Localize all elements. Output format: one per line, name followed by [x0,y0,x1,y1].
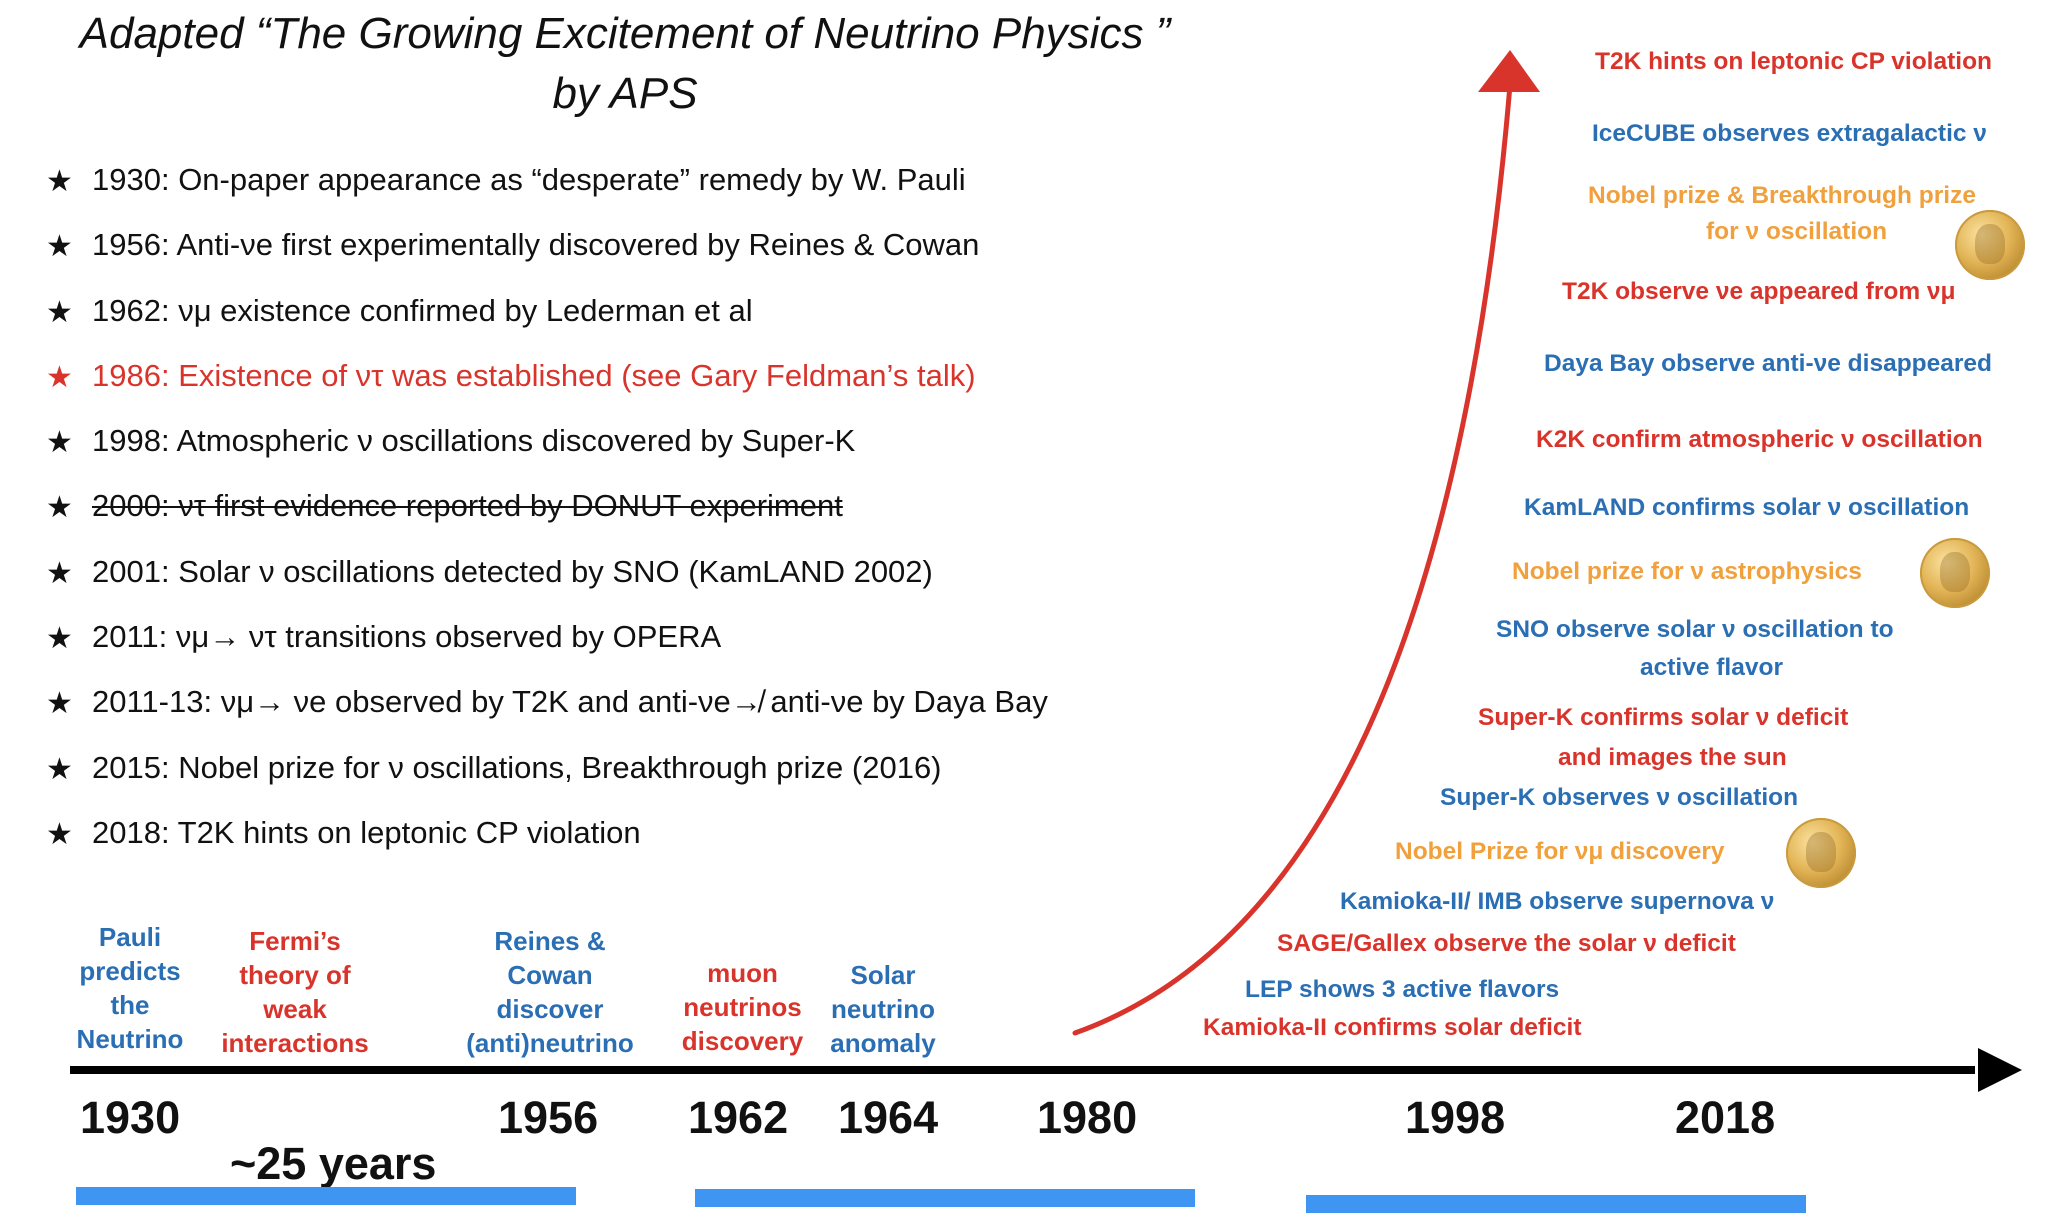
milestone-item: ★ 1962: νμ existence confirmed by Lederma… [46,291,1186,356]
milestone-text: 2011-13: νμ→ νe observed by T2K and anti… [92,684,1048,720]
milestone-text: 1956: Anti-νe first experimentally disco… [92,227,980,263]
star-icon: ★ [46,360,73,394]
milestone-item: ★ 1998: Atmospheric ν oscillations discov… [46,421,1186,486]
event-superk-solar-2: and images the sun [1558,744,1787,771]
period-bar [1306,1195,1806,1213]
event-pauli-predicts: Pauli predicts the Neutrino [76,922,184,1054]
axis-arrow-icon [1978,1048,2022,1092]
event-sage-gallex: SAGE/Gallex observe the solar ν deficit [1277,930,1736,957]
milestone-item: ★ 1930: On-paper appearance as “desperate… [46,160,1186,225]
event-kamland: KamLAND confirms solar ν oscillation [1524,494,1970,521]
event-k2k: K2K confirm atmospheric ν oscillation [1536,426,1983,453]
year-label: 2018 [1675,1092,1776,1143]
milestone-item: ★ 2015: Nobel prize for ν oscillations, B… [46,748,1186,813]
year-label: 1930 [80,1092,181,1143]
event-nobel-breakthrough: Nobel prize & Breakthrough prize [1588,182,1976,209]
milestone-text: 1986: Existence of ντ was established (s… [92,357,976,393]
nobel-medal-icon [1786,818,1856,888]
milestone-list: ★ 1930: On-paper appearance as “desperate… [46,160,1186,878]
year-label: 1962 [688,1092,789,1143]
event-superk-solar: Super-K confirms solar ν deficit [1478,704,1849,731]
star-icon: ★ [46,556,73,590]
milestone-item: ★ 2001: Solar ν oscillations detected by … [46,552,1186,617]
milestone-item: ★ 2018: T2K hints on leptonic CP violatio… [46,813,1186,878]
year-label: 1980 [1037,1092,1138,1143]
event-fermi-theory: Fermi’s theory of weak interactions [221,926,369,1058]
milestone-text: 1998: Atmospheric ν oscillations discove… [92,423,856,459]
event-nobel-muon: Nobel Prize for νμ discovery [1395,838,1725,865]
period-bar [76,1187,576,1205]
milestone-item: ★ 2011-13: νμ→ νe observed by T2K and ant… [46,682,1186,747]
event-sno-2: active flavor [1640,654,1783,681]
star-icon: ★ [46,817,73,851]
star-icon: ★ [46,426,73,460]
milestone-text: 1930: On-paper appearance as “desperate”… [92,162,966,197]
star-icon: ★ [46,295,73,329]
growth-curve [1072,82,1513,1036]
star-icon: ★ [46,491,73,525]
event-t2k-cp: T2K hints on leptonic CP violation [1595,48,1993,75]
milestone-item: ★ 1956: Anti-νe first experimentally disc… [46,225,1186,290]
growth-arrow-icon [1478,50,1540,92]
milestone-text: 2001: Solar ν oscillations detected by S… [92,553,933,589]
event-muon-neutrino: muon neutrinos discovery [681,958,804,1056]
page-title: Adapted “The Growing Excitement of Neutr… [0,4,1250,124]
period-bar [695,1189,1195,1207]
star-icon: ★ [46,622,73,656]
nobel-medal-icon [1955,210,2025,280]
event-icecube: IceCUBE observes extragalactic ν [1592,120,1987,147]
event-reines-cowan: Reines & Cowan discover (anti)neutrino [466,926,634,1058]
event-superk-oscillation: Super-K observes ν oscillation [1440,784,1799,811]
star-icon: ★ [46,752,73,786]
event-nobel-astro: Nobel prize for ν astrophysics [1512,558,1862,585]
nobel-medal-icon [1920,538,1990,608]
year-label: 1998 [1405,1092,1506,1143]
event-nobel-breakthrough-2: for ν oscillation [1706,218,1888,245]
milestone-text: 2000: ντ first evidence reported by DONU… [92,488,843,524]
gap-label: ~25 years [230,1138,437,1189]
star-icon: ★ [46,687,73,721]
milestone-item-highlighted: ★ 1986: Existence of ντ was established (… [46,356,1186,421]
event-kamioka-solar: Kamioka-II confirms solar deficit [1203,1014,1582,1041]
star-icon: ★ [46,165,73,198]
event-t2k-appearance: T2K observe νe appeared from νμ [1562,278,1956,305]
event-solar-anomaly: Solar neutrino anomaly [830,960,936,1058]
milestone-item: ★ 2011: νμ→ ντ transitions observed by OP… [46,617,1186,682]
milestone-text: 2015: Nobel prize for ν oscillations, Br… [92,749,942,785]
title-line-2: by APS [552,69,698,118]
milestone-text: 1962: νμ existence confirmed by Lederman… [92,292,753,328]
event-lep: LEP shows 3 active flavors [1245,976,1560,1003]
milestone-text: 2018: T2K hints on leptonic CP violation [92,814,641,850]
year-label: 1964 [838,1092,939,1143]
event-sno: SNO observe solar ν oscillation to [1496,616,1894,643]
event-supernova: Kamioka-II/ IMB observe supernova ν [1340,888,1775,915]
event-daya-bay: Daya Bay observe anti-νe disappeared [1544,350,1993,377]
title-line-1: Adapted “The Growing Excitement of Neutr… [79,9,1171,58]
year-label: 1956 [498,1092,599,1143]
milestone-text: 2011: νμ→ ντ transitions observed by OPE… [92,619,722,655]
milestone-item-struck: ★ 2000: ντ first evidence reported by DON… [46,486,1186,551]
star-icon: ★ [46,230,73,264]
